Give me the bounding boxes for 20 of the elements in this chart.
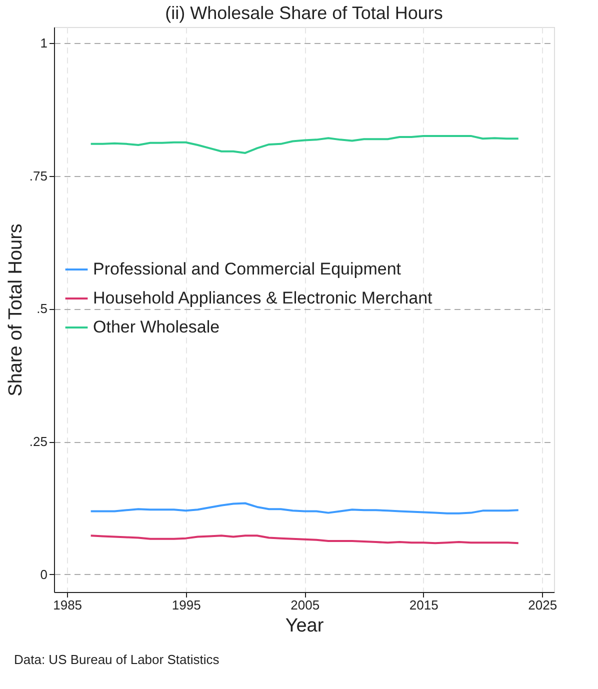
legend-label: Professional and Commercial Equipment	[93, 260, 402, 278]
x-tick-label: 2025	[528, 598, 558, 612]
x-tick-label: 2005	[290, 598, 320, 612]
y-tick-label: 1	[40, 35, 48, 50]
x-axis-title: Year	[285, 616, 324, 636]
line-series	[90, 502, 520, 514]
line-series	[90, 134, 520, 154]
text: Data: US Bureau of Labor Statistics	[14, 652, 220, 667]
x-tick-label: 1985	[53, 598, 82, 612]
x-tick-label: 1995	[172, 598, 201, 612]
y-tick-label: .75	[29, 168, 48, 184]
legend-label: Other Wholesale	[93, 318, 220, 336]
legend-label: Household Appliances & Electronic Merchant	[93, 288, 433, 308]
chart-title: (ii) Wholesale Share of Total Hours	[165, 3, 443, 23]
line-series	[90, 534, 520, 544]
y-axis-title: Share of Total Hours	[5, 224, 26, 396]
y-tick-label: 0	[40, 566, 48, 582]
y-tick-label: .25	[29, 434, 48, 450]
y-tick-label: .5	[36, 301, 48, 316]
x-tick-label: 2015	[409, 598, 438, 612]
